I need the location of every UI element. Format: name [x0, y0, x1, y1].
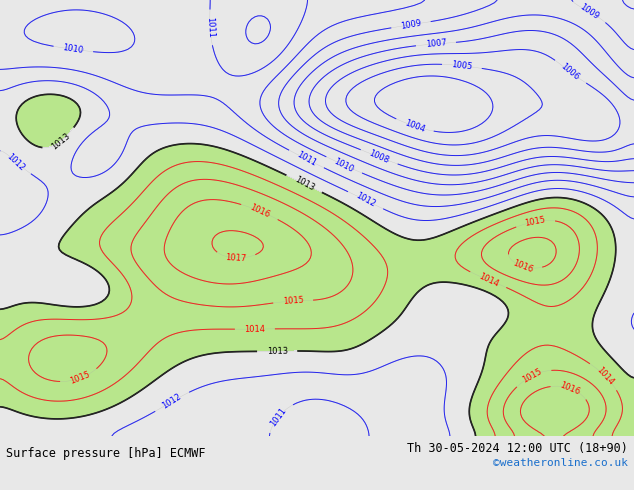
Text: 1007: 1007: [425, 38, 447, 49]
Text: 1016: 1016: [249, 203, 271, 220]
Text: 1016: 1016: [511, 258, 534, 274]
Text: 1008: 1008: [368, 148, 391, 165]
Text: 1013: 1013: [49, 131, 72, 151]
Text: 1014: 1014: [477, 271, 500, 288]
Text: 1014: 1014: [244, 324, 266, 334]
Text: 1011: 1011: [205, 17, 215, 38]
Text: 1015: 1015: [524, 215, 547, 228]
Text: 1012: 1012: [161, 392, 183, 411]
Text: 1012: 1012: [354, 191, 377, 209]
Text: ©weatheronline.co.uk: ©weatheronline.co.uk: [493, 458, 628, 468]
Text: 1016: 1016: [559, 380, 582, 397]
Text: 1006: 1006: [559, 62, 581, 82]
Text: 1010: 1010: [333, 156, 356, 174]
Text: Th 30-05-2024 12:00 UTC (18+90): Th 30-05-2024 12:00 UTC (18+90): [407, 441, 628, 455]
Text: 1015: 1015: [282, 296, 304, 306]
Text: Surface pressure [hPa] ECMWF: Surface pressure [hPa] ECMWF: [6, 446, 206, 460]
Text: 1011: 1011: [269, 406, 288, 428]
Text: 1015: 1015: [521, 367, 544, 385]
Text: 1012: 1012: [5, 151, 27, 172]
Text: 1005: 1005: [451, 60, 473, 72]
Text: 1009: 1009: [578, 2, 600, 22]
Text: 1004: 1004: [403, 118, 426, 134]
Text: 1015: 1015: [68, 370, 91, 386]
Text: 1010: 1010: [62, 43, 84, 55]
Text: 1011: 1011: [295, 150, 318, 168]
Text: 1013: 1013: [293, 175, 316, 193]
Text: 1013: 1013: [266, 346, 288, 356]
Text: 1014: 1014: [594, 365, 615, 387]
Text: 1009: 1009: [400, 19, 422, 31]
Text: 1017: 1017: [225, 253, 247, 263]
